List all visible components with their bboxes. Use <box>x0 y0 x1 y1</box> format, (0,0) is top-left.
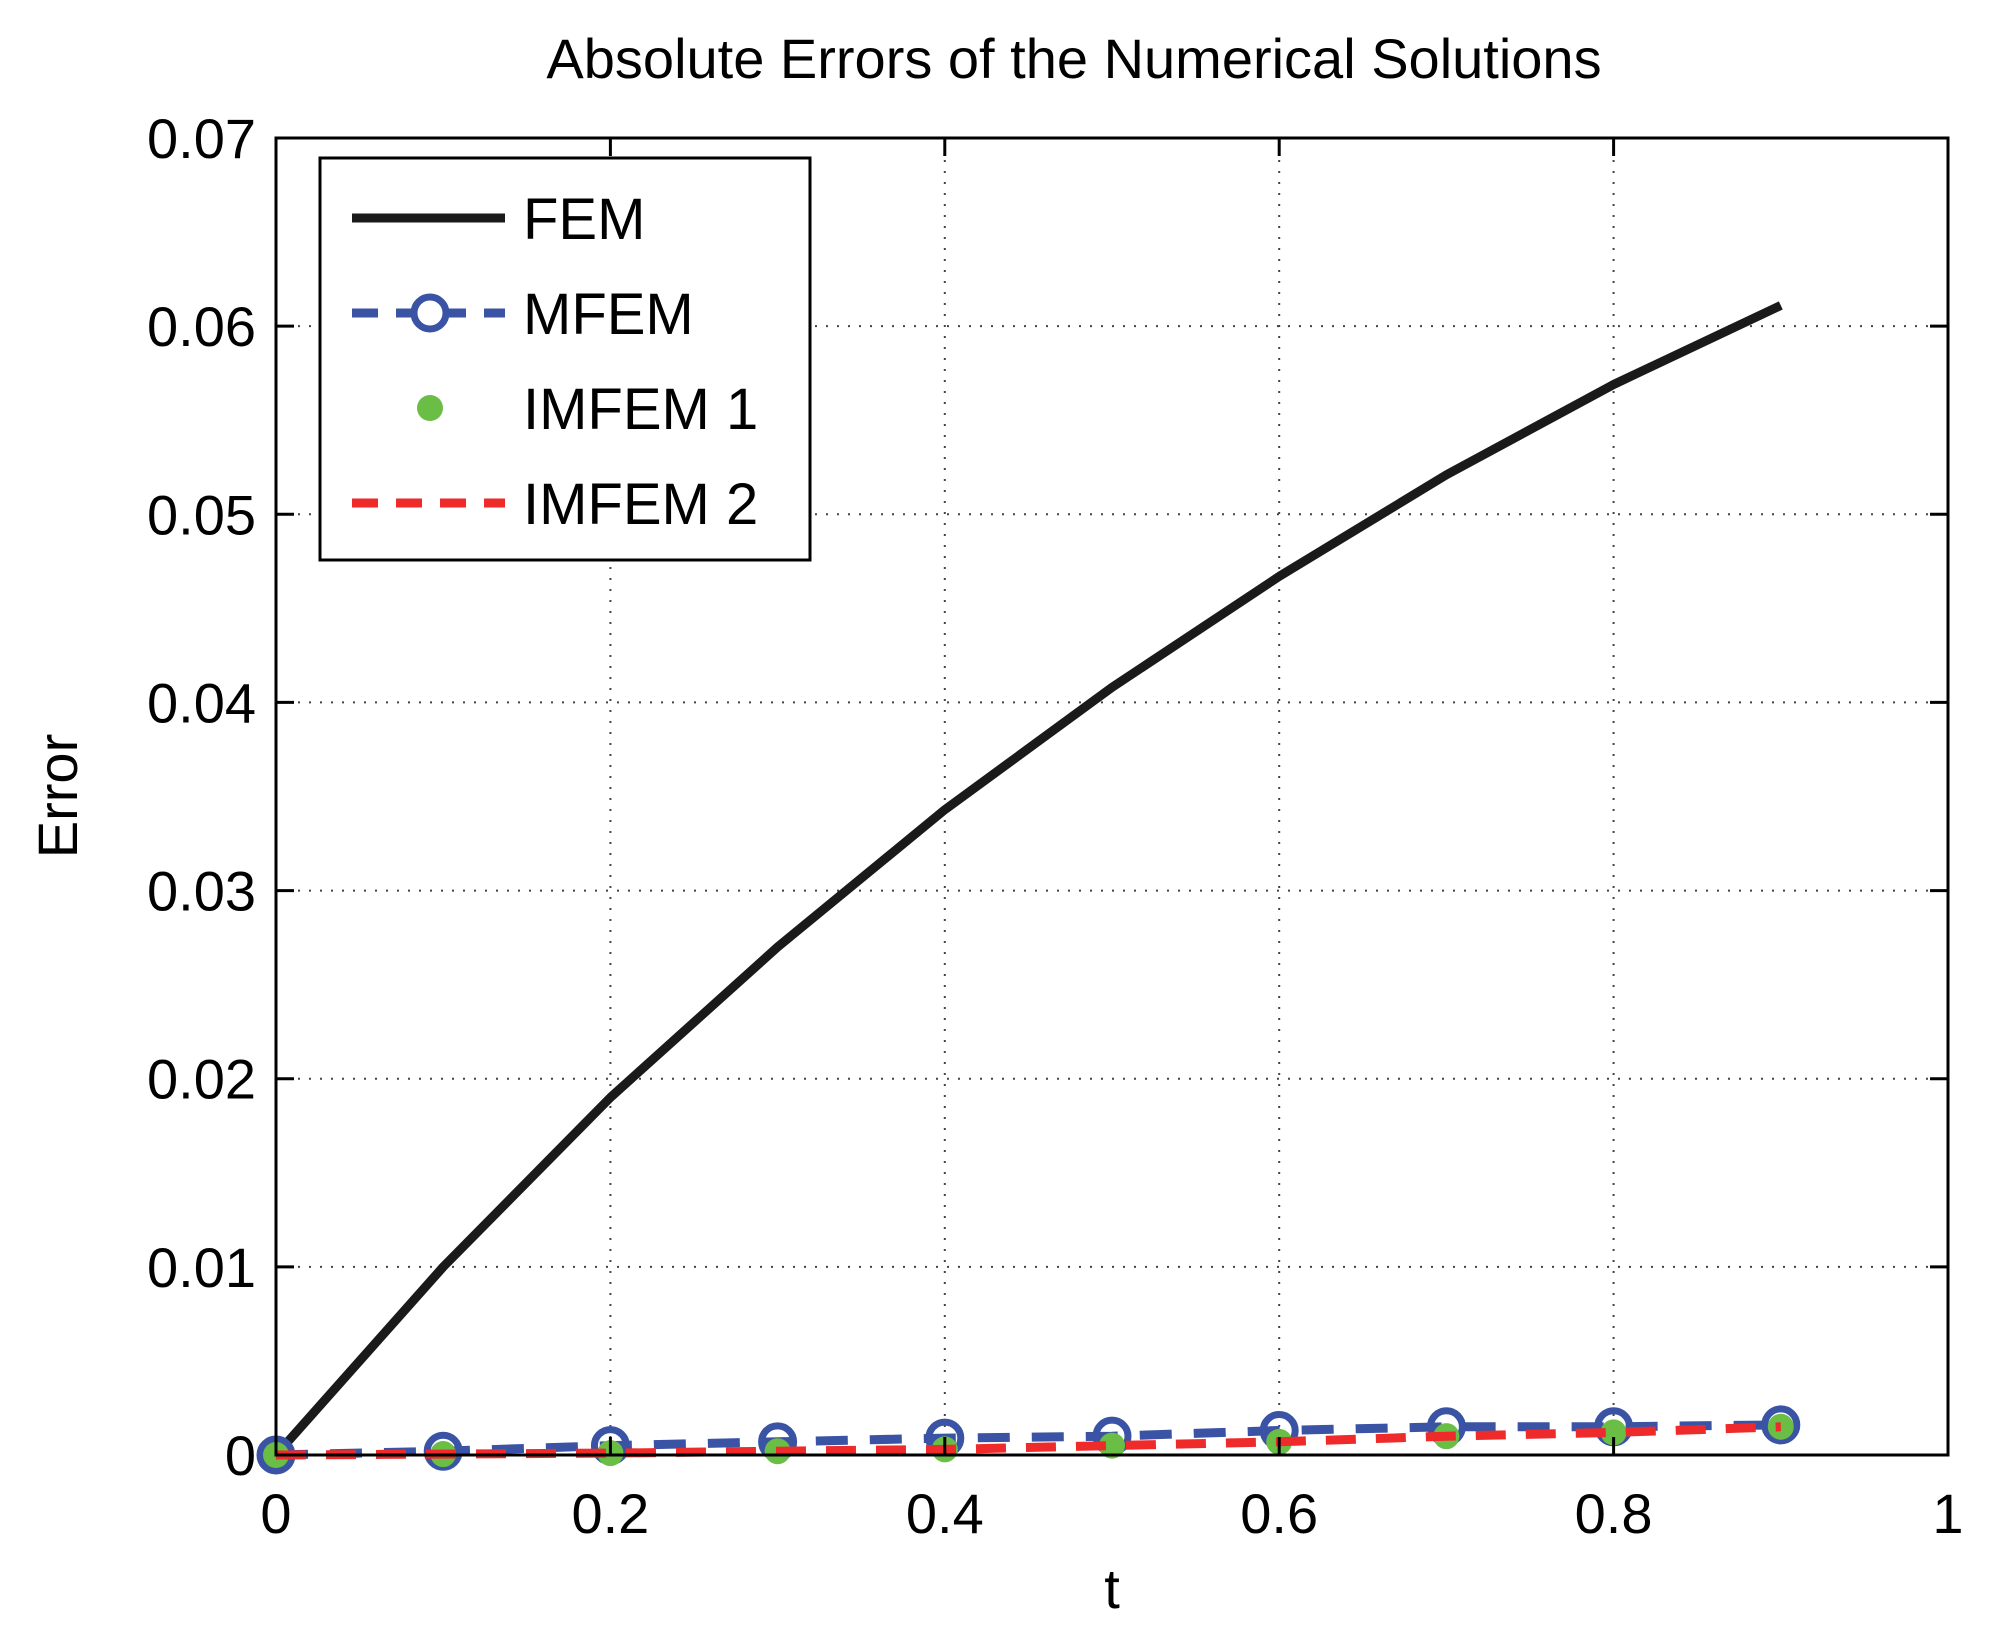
x-tick-label: 0.6 <box>1240 1482 1318 1545</box>
legend: FEM MFEM IMFEM 1 IMFEM 2 <box>318 156 812 562</box>
y-tick-label: 0.07 <box>147 107 256 170</box>
ticks <box>274 136 1950 1457</box>
marker-imfem1 <box>1767 1413 1794 1440</box>
legend-label: MFEM <box>523 282 694 347</box>
legend-box <box>318 156 812 562</box>
y-axis-label: Error <box>26 734 89 858</box>
chart-title: Absolute Errors of the Numerical Solutio… <box>546 27 1601 90</box>
y-tick-label: 0.01 <box>147 1236 256 1299</box>
x-tick-label: 1 <box>1932 1482 1963 1545</box>
grid <box>276 138 1948 1455</box>
legend-swatch-marker <box>417 395 443 421</box>
y-tick-label: 0.03 <box>147 860 256 923</box>
legend-label: FEM <box>523 187 645 252</box>
marker-imfem1 <box>1600 1419 1627 1446</box>
axes-box <box>274 136 1950 1457</box>
legend-label: IMFEM 2 <box>523 472 758 537</box>
series-line-mfem <box>275 1420 1781 1460</box>
tick-labels: 0 0.2 0.4 0.6 0.8 1 0 0.01 0.02 0.03 0.04 0.05 0.06 0… <box>147 107 1964 1545</box>
x-axis-label: t <box>1104 1557 1120 1620</box>
y-tick-label: 0 <box>225 1424 256 1487</box>
series-line-fem <box>272 301 1783 1458</box>
x-tick-label: 0.2 <box>571 1482 649 1545</box>
marker-mfem <box>1761 1405 1801 1445</box>
legend-swatch-marker <box>410 293 450 333</box>
y-tick-label: 0.02 <box>147 1048 256 1111</box>
y-tick-label: 0.05 <box>147 483 256 546</box>
x-tick-label: 0.4 <box>906 1482 984 1545</box>
marker-imfem1 <box>1099 1432 1125 1459</box>
x-tick-label: 0 <box>260 1482 291 1545</box>
x-tick-label: 0.8 <box>1575 1482 1653 1545</box>
y-tick-label: 0.06 <box>147 295 256 358</box>
y-tick-label: 0.04 <box>147 671 256 734</box>
legend-label: IMFEM 1 <box>523 377 758 442</box>
